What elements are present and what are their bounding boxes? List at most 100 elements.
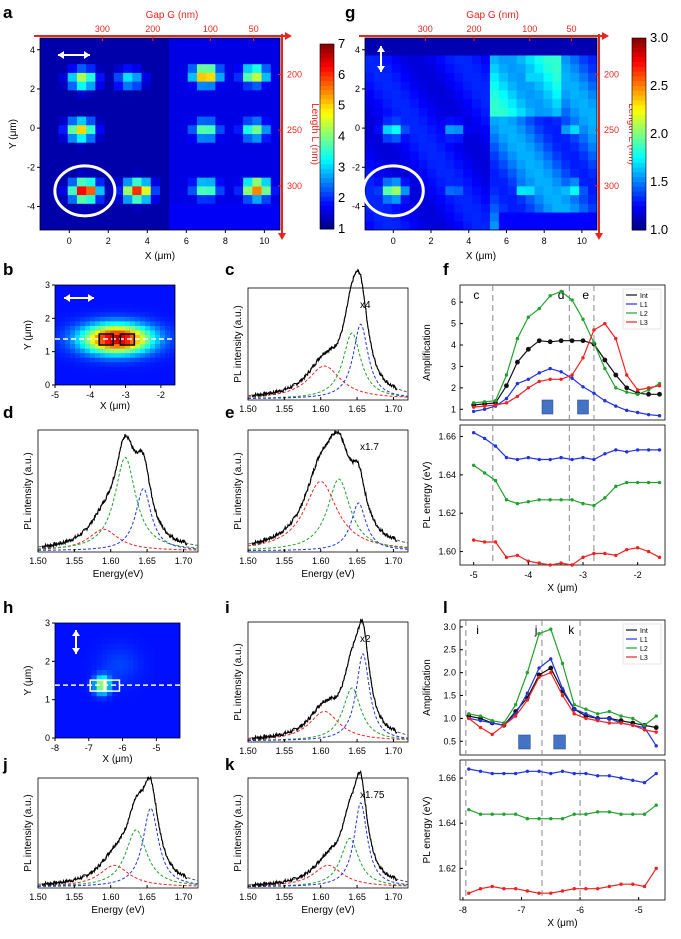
y-tick-label: 2 [30,84,35,94]
heatmap-cell [143,690,150,697]
heatmap-cell [409,160,420,170]
heatmap-cell [150,99,161,109]
heatmap-cell [135,325,141,332]
series-point-L2 [625,480,629,485]
heatmap-cell [55,344,61,350]
heatmap-cell [123,134,133,144]
series-point-L1 [548,457,552,462]
heatmap-cell [81,633,87,640]
heatmap-cell [445,72,455,83]
series-line-L3 [468,671,657,736]
heatmap-cell [55,312,61,318]
heatmap-cell [60,659,67,666]
heatmap-cell [445,134,455,144]
heatmap-cell [130,298,136,304]
heatmap-cell [86,151,96,161]
heatmap-cell [418,177,429,187]
heatmap-cell [120,348,126,354]
heatmap-cell [80,371,86,377]
heatmap-cell [133,680,139,687]
series-point-L1 [572,771,576,776]
heatmap-cell [418,168,429,179]
heatmap-cell [436,168,446,179]
heatmap-cell [174,654,180,661]
series-point-L1 [515,381,520,386]
heatmap-cell [174,732,180,738]
heatmap-cell [127,685,134,692]
heatmap-cell [270,177,280,187]
heatmap-cell [178,134,189,144]
x-tick-label: 8 [223,236,228,246]
colorbar-step [320,122,334,128]
heatmap-cell [70,321,76,327]
heatmap-cell [153,649,160,655]
heatmap-cell [169,221,180,230]
heatmap-cell [150,90,161,100]
antenna-block [541,399,554,415]
heatmap-cell [85,380,91,385]
heatmap-cell [543,90,553,100]
heatmap-cell [165,362,171,368]
heatmap-cell [391,195,402,205]
heatmap-cell [85,335,91,341]
heatmap-cell [123,107,133,118]
heatmap-cell [85,285,91,291]
heatmap-cell [85,298,91,304]
right-tick-label: 250 [604,125,619,135]
heatmap-cell [86,696,93,703]
series-point-L1 [646,448,651,452]
heatmap-cell [215,72,226,83]
heatmap-cell [70,357,76,363]
heatmap-cell [85,303,91,309]
heatmap-cell [579,168,589,179]
x-tick-label: 1.65 [138,892,156,902]
heatmap-cell [570,151,580,161]
heatmap-cell [40,195,50,205]
heatmap-cell [233,116,244,126]
heatmap-cell [120,344,126,350]
heatmap-cell [140,366,146,372]
heatmap-cell [170,362,175,368]
x-tick-label: -8 [459,905,467,915]
heatmap-cell [148,628,155,635]
heatmap-cell [579,64,589,74]
series-point-Int [653,725,659,730]
heatmap-cell [454,160,464,170]
heatmap-cell [148,638,155,645]
x-tick-label: 1.50 [239,556,257,566]
legend-label-L3: L3 [640,320,648,327]
heatmap-cell [454,203,464,214]
heatmap-cell [570,46,580,57]
heatmap-cell [150,168,161,179]
heatmap-cell [90,353,96,359]
heatmap-cell [86,46,96,57]
heatmap-cell [70,643,77,650]
heatmap-cell [125,348,131,354]
heatmap-cell [125,285,131,291]
heatmap-cell [543,160,553,170]
heatmap-cell [112,675,119,682]
series-point-L3 [537,379,541,384]
heatmap-cell [445,212,455,222]
heatmap-cell [454,195,464,205]
heatmap-cell [206,134,216,144]
series-point-L2 [537,817,541,821]
heatmap-cell [130,321,136,327]
colorbar-step [320,205,334,211]
heatmap-cell [261,116,272,126]
heatmap-cell [49,221,60,230]
heatmap-cell [91,654,98,661]
x-tick-label: 1.50 [239,746,257,756]
heatmap-cell [169,680,176,687]
heatmap-cell [60,371,66,377]
heatmap-cell [65,307,71,313]
series-point-L1 [559,455,563,460]
series-point-L2 [537,498,541,502]
heatmap-cell [90,294,96,300]
heatmap-cell [125,312,131,318]
series-point-L3 [515,553,520,558]
heatmap-cell [80,289,86,295]
y-tick-label: 5 [451,319,456,329]
heatmap-cell [65,649,72,655]
series-point-L3 [614,336,618,341]
